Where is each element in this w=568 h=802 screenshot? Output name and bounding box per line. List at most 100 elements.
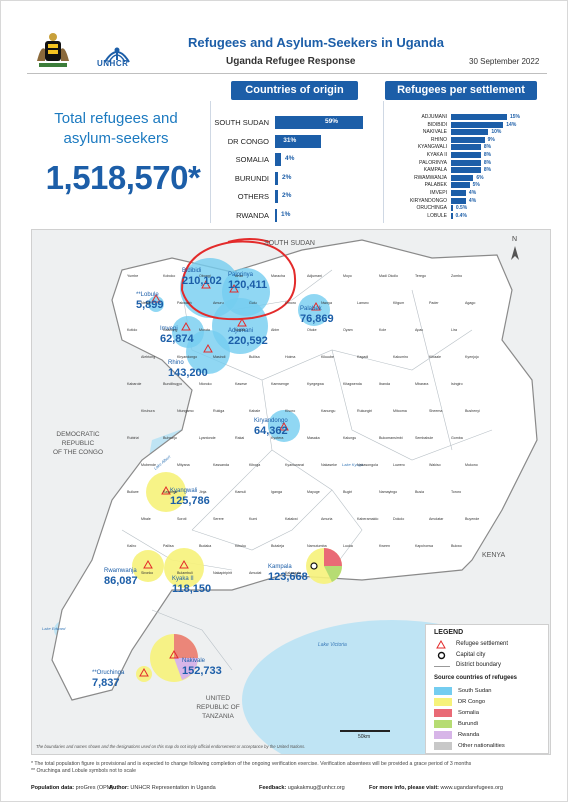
- label-drc-1: DEMOCRATIC: [56, 431, 100, 438]
- label-south-sudan: SOUTH SUDAN: [264, 240, 315, 247]
- district-label: Kiruhura: [141, 409, 155, 413]
- origin-pct: 59%: [325, 118, 339, 125]
- origin-name: OTHERS: [237, 192, 269, 201]
- legend-source-name: Other nationalities: [458, 743, 505, 749]
- origin-chart-frame: [210, 101, 371, 223]
- legend-refugee-settlement: Refugee settlement: [456, 641, 509, 647]
- settlement-label: Bidibidi 210,102: [182, 266, 222, 287]
- header-divider: [27, 73, 547, 74]
- district-label: Obongi: [199, 274, 211, 278]
- bubble-kyangwali: [146, 472, 186, 512]
- label-lake-kyoga: Lake Kyoga: [342, 462, 364, 467]
- origin-name: DR CONGO: [227, 136, 269, 146]
- settlement-name: KYAKA II: [426, 152, 447, 158]
- district-label: Amuria: [321, 517, 333, 521]
- population-value: proGres (OPM): [75, 785, 114, 791]
- settlement-header: Refugees per settlement: [385, 81, 537, 100]
- footer-feedback: Feedback: ugakakmug@unhcr.org: [259, 785, 345, 791]
- origin-pct: 31%: [283, 136, 297, 144]
- origin-name: SOUTH SUDAN: [214, 118, 269, 127]
- origin-bar: [275, 134, 322, 148]
- district-label: Butaleja: [271, 544, 284, 548]
- district-label: Zombo: [451, 274, 463, 278]
- district-label: Kyotera: [271, 436, 284, 440]
- district-label: Maracha: [271, 274, 285, 278]
- district-label: Kyenjojo: [465, 355, 479, 359]
- district-label: Kamwenge: [271, 382, 289, 386]
- origin-name: SOMALIA: [235, 155, 269, 164]
- more-info-link[interactable]: www.ugandarefugees.org: [440, 785, 503, 791]
- settlement-bar: [451, 129, 489, 136]
- district-label: Masindi: [213, 355, 226, 359]
- nakivale-somalia-slice: [174, 634, 198, 658]
- district-label: Mbale: [141, 517, 151, 521]
- settlement-name: IMVEPI: [430, 190, 447, 196]
- settlement-label-name: Palabek: [300, 306, 322, 312]
- origin-bar: [275, 171, 278, 185]
- settlement-label: Palorinya 120,411: [228, 270, 267, 291]
- settlement-pct: 8%: [483, 152, 492, 158]
- highlight-circle-tail: [227, 238, 271, 243]
- label-tanzania-1: UNITED: [205, 695, 231, 702]
- map-disclaimer: The boundaries and names shown and the d…: [36, 744, 306, 749]
- district-label: Kitgum: [393, 301, 405, 305]
- district-label: Namutumba: [307, 544, 327, 548]
- settlement-label-value: 86,087: [104, 575, 138, 587]
- settlement-label-value: 220,592: [228, 335, 268, 347]
- settlement-label-value: 125,786: [170, 495, 210, 507]
- bubble-lobule: [148, 296, 164, 312]
- district-label: Nakapiripirit: [213, 571, 232, 575]
- uganda-landmass: [51, 239, 538, 701]
- district-label: Amuru: [213, 301, 224, 305]
- settlement-label-value: 5,899: [136, 299, 164, 311]
- total-label-line1: Total refugees and: [54, 110, 178, 127]
- north-arrow-icon: [511, 246, 519, 260]
- settlement-pct: 5%: [472, 182, 480, 189]
- origin-pct: 1%: [281, 210, 291, 218]
- settlement-bar: [451, 144, 481, 151]
- district-label: Nwoya: [321, 301, 332, 305]
- district-label: Kitagwenda: [343, 382, 362, 386]
- settlement-label-value: 210,102: [182, 275, 222, 287]
- district-label: Buyende: [465, 517, 480, 521]
- settlement-bar: [451, 190, 466, 196]
- district-label: Soroti: [177, 517, 187, 521]
- legend-swatch: [434, 720, 452, 728]
- settlement-name: RWAMWANJA: [414, 174, 447, 181]
- uganda-map: SOUTH SUDAN DEMOCRATIC REPUBLIC OF THE C…: [31, 229, 551, 755]
- label-drc: DEMOCRATIC REPUBLIC OF THE CONGO: [38, 430, 118, 457]
- feedback-link[interactable]: ugakakmug@unhcr.org: [287, 785, 345, 791]
- settlement-name: BIDIBIDI: [427, 121, 447, 128]
- author-label: Author:: [109, 785, 129, 791]
- settlement-name: PALORINYA: [419, 159, 447, 166]
- district-label: Kassanda: [213, 463, 229, 467]
- district-label: Ntungamo: [177, 409, 194, 413]
- settlement-label: Imvepi 62,874: [160, 324, 194, 345]
- settlement-pct: 14%: [506, 121, 517, 128]
- legend-capital-city: Capital city: [456, 652, 486, 658]
- settlement-bar: [451, 182, 470, 189]
- district-label: Nakasongola: [357, 463, 378, 467]
- district-label: Luwero: [393, 463, 405, 467]
- settlement-label: Kyaka II 118,150: [172, 574, 212, 595]
- settlement-label: **Oruchinga 7,837: [92, 668, 124, 689]
- settlement-pct: 8%: [483, 144, 492, 151]
- footer-author: Author: UNHCR Representation in Uganda: [109, 785, 216, 791]
- district-label: Bukwo: [451, 544, 462, 548]
- settlement-label-value: 118,150: [172, 583, 212, 595]
- origin-pct: 2%: [281, 192, 292, 199]
- settlement-label-name: Kiryandongo: [254, 418, 288, 424]
- settlement-label-value: 76,869: [300, 313, 334, 325]
- label-drc-2: REPUBLIC: [61, 440, 95, 447]
- settlement-bar: [451, 159, 481, 166]
- district-label: Isingiro: [451, 382, 463, 386]
- footer-population: Population data: proGres (OPM): [31, 785, 113, 791]
- settlement-bar: [451, 152, 481, 158]
- district-label: Bushenyi: [465, 409, 480, 413]
- label-lake-victoria: Lake Victoria: [318, 642, 347, 648]
- district-label: Kyegegwa: [307, 382, 324, 386]
- district-label: Otuke: [307, 328, 317, 332]
- settlement-label-value: 143,200: [168, 367, 208, 379]
- district-label: Kibuku: [235, 544, 246, 548]
- district-label: Kaabong: [163, 328, 178, 332]
